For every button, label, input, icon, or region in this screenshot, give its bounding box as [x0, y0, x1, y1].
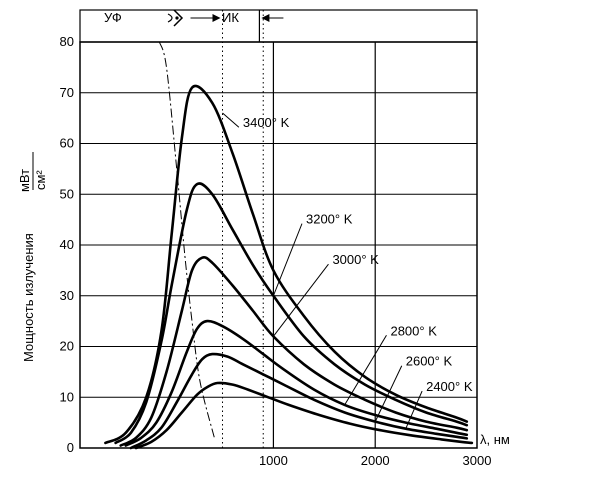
- series-line-0: [104, 84, 469, 445]
- x-axis-label: λ, нм: [480, 432, 510, 447]
- series-label-5: 2400° K: [426, 379, 473, 394]
- series-line-5: [134, 381, 474, 450]
- y-tick-label: 80: [60, 34, 74, 49]
- band-strip: [79, 9, 478, 43]
- series-line-4: [129, 352, 469, 450]
- eye-icon: [167, 9, 184, 27]
- series-label-leader: [222, 112, 240, 128]
- uv-region-label: УФ: [104, 10, 122, 25]
- series-label-0: 3400° K: [243, 115, 290, 130]
- series-label-leader: [344, 335, 387, 406]
- y-unit-numerator: мВт: [17, 169, 32, 192]
- ir-region-label: ИК: [222, 10, 239, 25]
- series-label-leader: [273, 263, 329, 337]
- series-label-leader: [272, 223, 303, 296]
- grid: [79, 9, 478, 449]
- y-tick-label: 30: [60, 288, 74, 303]
- y-tick-label: 10: [60, 389, 74, 404]
- y-tick-label: 40: [60, 237, 74, 252]
- peak-locus-line: [158, 41, 215, 439]
- y-tick-label: 20: [60, 339, 74, 354]
- series-label-1: 3200° K: [306, 212, 353, 227]
- series-line-1: [114, 182, 469, 445]
- x-tick-label: 2000: [361, 453, 390, 468]
- series-label-3: 2800° K: [390, 323, 437, 338]
- uv-arrow: [212, 14, 221, 22]
- y-tick-label: 70: [60, 85, 74, 100]
- spectral-bands: [190, 10, 284, 448]
- series-line-2: [119, 255, 469, 447]
- y-tick-label: 0: [67, 440, 74, 455]
- x-tick-label: 1000: [259, 453, 288, 468]
- y-unit-denominator: см²: [33, 170, 48, 190]
- series-lines: [104, 41, 474, 450]
- series-label-2: 3000° K: [332, 252, 379, 267]
- series-line-3: [124, 319, 469, 447]
- y-axis-label: Мощность излучения: [21, 233, 36, 362]
- series-label-leader: [405, 390, 423, 429]
- series-label-4: 2600° K: [406, 354, 453, 369]
- series-labels: 3400° K 3200° K 3000° K 2800° K 2600° K 2400°…: [222, 112, 473, 429]
- y-tick-label: 50: [60, 186, 74, 201]
- tick-labels: 0 10 20 30 40 50 60 70 80 1000 2000 3000: [60, 34, 492, 468]
- series-label-leader: [374, 365, 403, 422]
- x-tick-label: 3000: [463, 453, 492, 468]
- ir-arrow: [261, 14, 270, 22]
- y-tick-label: 60: [60, 136, 74, 151]
